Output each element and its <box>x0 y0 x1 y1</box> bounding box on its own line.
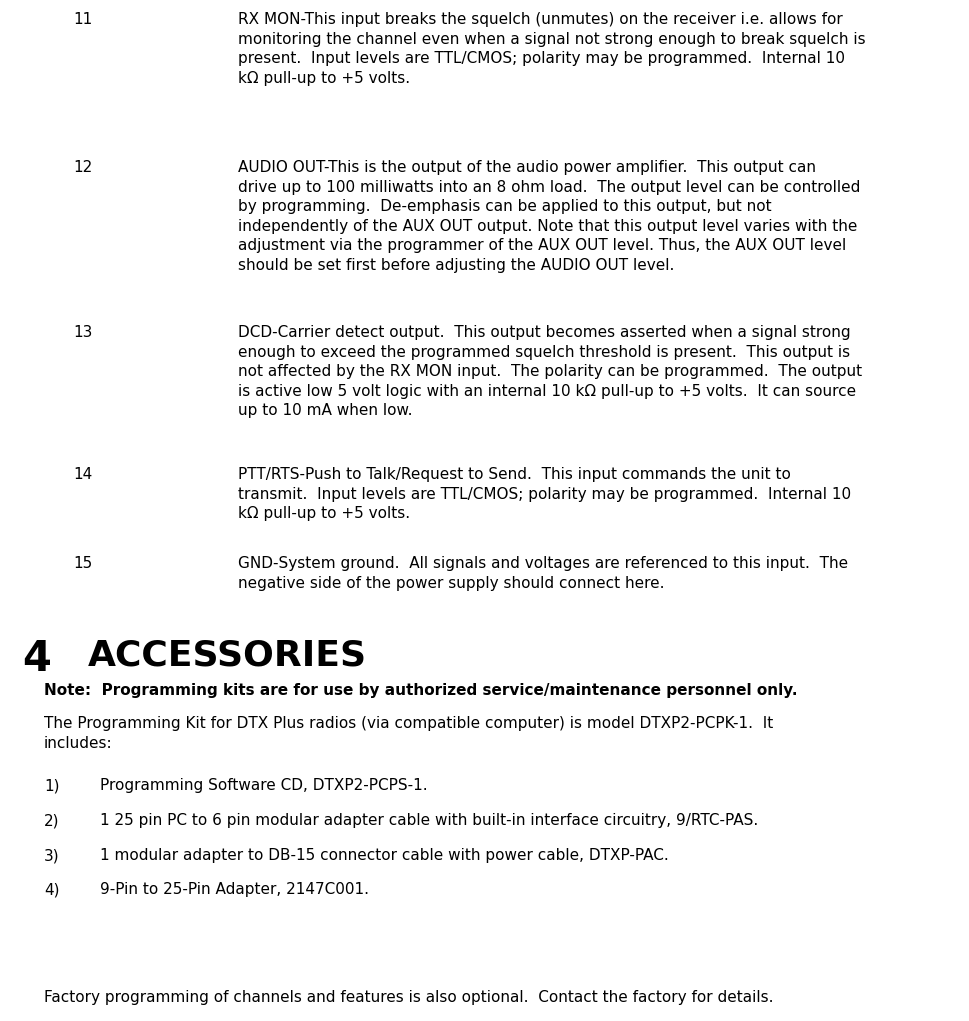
Text: The Programming Kit for DTX Plus radios (via compatible computer) is model DTXP2: The Programming Kit for DTX Plus radios … <box>44 716 772 750</box>
Text: RX MON-This input breaks the squelch (unmutes) on the receiver i.e. allows for
m: RX MON-This input breaks the squelch (un… <box>237 12 864 86</box>
Text: GND-System ground.  All signals and voltages are referenced to this input.  The
: GND-System ground. All signals and volta… <box>237 556 847 590</box>
Text: 3): 3) <box>44 848 59 863</box>
Text: Programming Software CD, DTXP2-PCPS-1.: Programming Software CD, DTXP2-PCPS-1. <box>100 778 427 793</box>
Text: 1 modular adapter to DB-15 connector cable with power cable, DTXP-PAC.: 1 modular adapter to DB-15 connector cab… <box>100 848 668 863</box>
Text: 15: 15 <box>73 556 92 571</box>
Text: 14: 14 <box>73 467 92 482</box>
Text: PTT/RTS-Push to Talk/Request to Send.  This input commands the unit to
transmit.: PTT/RTS-Push to Talk/Request to Send. Th… <box>237 467 850 521</box>
Text: DCD-Carrier detect output.  This output becomes asserted when a signal strong
en: DCD-Carrier detect output. This output b… <box>237 325 861 419</box>
Text: 1): 1) <box>44 778 59 793</box>
Text: 11: 11 <box>73 12 92 27</box>
Text: 13: 13 <box>73 325 92 340</box>
Text: 12: 12 <box>73 160 92 175</box>
Text: 4: 4 <box>22 638 50 680</box>
Text: 9-Pin to 25-Pin Adapter, 2147C001.: 9-Pin to 25-Pin Adapter, 2147C001. <box>100 882 368 897</box>
Text: 2): 2) <box>44 813 59 828</box>
Text: ACCESSORIES: ACCESSORIES <box>88 638 366 672</box>
Text: 1 25 pin PC to 6 pin modular adapter cable with built-in interface circuitry, 9/: 1 25 pin PC to 6 pin modular adapter cab… <box>100 813 758 828</box>
Text: AUDIO OUT-This is the output of the audio power amplifier.  This output can
driv: AUDIO OUT-This is the output of the audi… <box>237 160 860 273</box>
Text: Note:  Programming kits are for use by authorized service/maintenance personnel : Note: Programming kits are for use by au… <box>44 683 797 698</box>
Text: 4): 4) <box>44 882 59 897</box>
Text: Factory programming of channels and features is also optional.  Contact the fact: Factory programming of channels and feat… <box>44 990 772 1005</box>
